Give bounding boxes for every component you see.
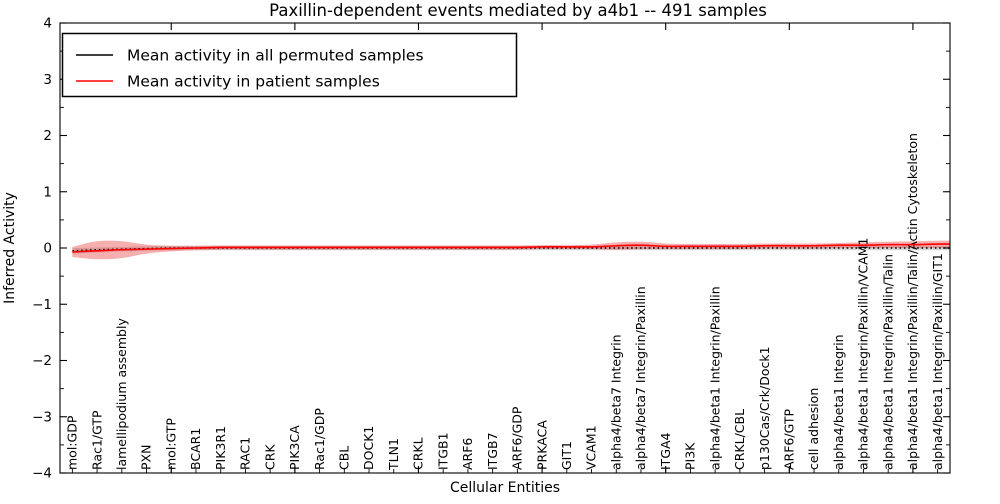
y-tick-label: −2 xyxy=(32,353,52,369)
x-tick-label: DOCK1 xyxy=(361,426,376,470)
x-tick-label: PRKACA xyxy=(534,420,549,470)
y-tick-label: 3 xyxy=(43,72,52,88)
x-tick-label: VCAM1 xyxy=(584,425,599,470)
x-tick-label: CRKL xyxy=(411,437,426,470)
x-tick-label: mol:GTP xyxy=(163,418,178,470)
x-tick-label: ITGB7 xyxy=(485,432,500,470)
x-tick-label: alpha4/beta1 Integrin/Paxillin/GIT1 xyxy=(930,253,945,470)
x-tick-label: CRKL/CBL xyxy=(732,409,747,470)
x-tick-label: alpha4/beta7 Integrin/Paxillin xyxy=(633,286,648,470)
y-tick-label: −3 xyxy=(32,409,52,425)
x-tick-label: ITGB1 xyxy=(435,432,450,470)
x-tick-label: Rac1/GDP xyxy=(312,408,327,470)
x-tick-label: lamellipodium assembly xyxy=(114,318,129,470)
y-tick-label: −1 xyxy=(32,297,52,313)
x-tick-label: PIK3R1 xyxy=(213,426,228,470)
x-tick-label: alpha4/beta1 Integrin/Paxillin/Talin/Act… xyxy=(905,133,920,470)
legend-label-permuted: Mean activity in all permuted samples xyxy=(127,47,424,65)
x-tick-label: ARF6/GTP xyxy=(782,409,797,470)
x-tick-label: alpha4/beta1 Integrin/Paxillin/VCAM1 xyxy=(856,238,871,470)
y-tick-label: 4 xyxy=(43,16,52,32)
y-tick-label: 2 xyxy=(43,128,52,144)
legend: Mean activity in all permuted samples Me… xyxy=(61,32,518,98)
x-tick-label: TLN1 xyxy=(386,438,401,471)
x-axis-label: Cellular Entities xyxy=(450,480,560,496)
plot-area: mol:GDP Rac1/GTP lamellipodium assembly PXN… xyxy=(32,16,951,482)
patient-mean-line xyxy=(72,243,951,253)
x-tick-label: Rac1/GTP xyxy=(89,410,104,470)
x-tick-label: alpha4/beta1 Integrin/Paxillin/Talin xyxy=(880,254,895,470)
x-tick-label: ITGA4 xyxy=(658,432,673,470)
legend-box xyxy=(61,32,518,98)
x-tick-label: cell adhesion xyxy=(806,388,821,470)
x-tick-label: CBL xyxy=(337,446,352,470)
x-tick-label: GIT1 xyxy=(559,441,574,470)
x-tick-label: ARF6/GDP xyxy=(510,406,525,470)
x-tick-label: PIK3CA xyxy=(287,425,302,470)
y-axis-label: Inferred Activity xyxy=(2,192,18,304)
legend-label-patient: Mean activity in patient samples xyxy=(127,73,380,91)
x-tick-label: ARF6 xyxy=(460,438,475,470)
y-tick-label: 0 xyxy=(43,241,52,257)
x-tick-label: p130Cas/Crk/Dock1 xyxy=(757,346,772,470)
chart-title: Paxillin-dependent events mediated by a4… xyxy=(269,1,767,20)
x-tick-label: alpha4/beta1 Integrin xyxy=(831,334,846,470)
x-tick-label: mol:GDP xyxy=(65,415,80,470)
x-tick-label: alpha4/beta1 Integrin/Paxillin xyxy=(707,286,722,470)
x-tick-label: alpha4/beta7 Integrin xyxy=(608,334,623,470)
x-tick-label: CRK xyxy=(262,444,277,470)
y-tick-label: −4 xyxy=(32,466,52,482)
x-tick-label: PXN xyxy=(139,445,154,470)
y-tick-label: 1 xyxy=(43,184,52,200)
band-patient-samples-std-band xyxy=(72,240,951,260)
x-tick-label: BCAR1 xyxy=(188,428,203,470)
x-tick-label: RAC1 xyxy=(238,437,253,470)
x-tick-label: PI3K xyxy=(683,442,698,470)
